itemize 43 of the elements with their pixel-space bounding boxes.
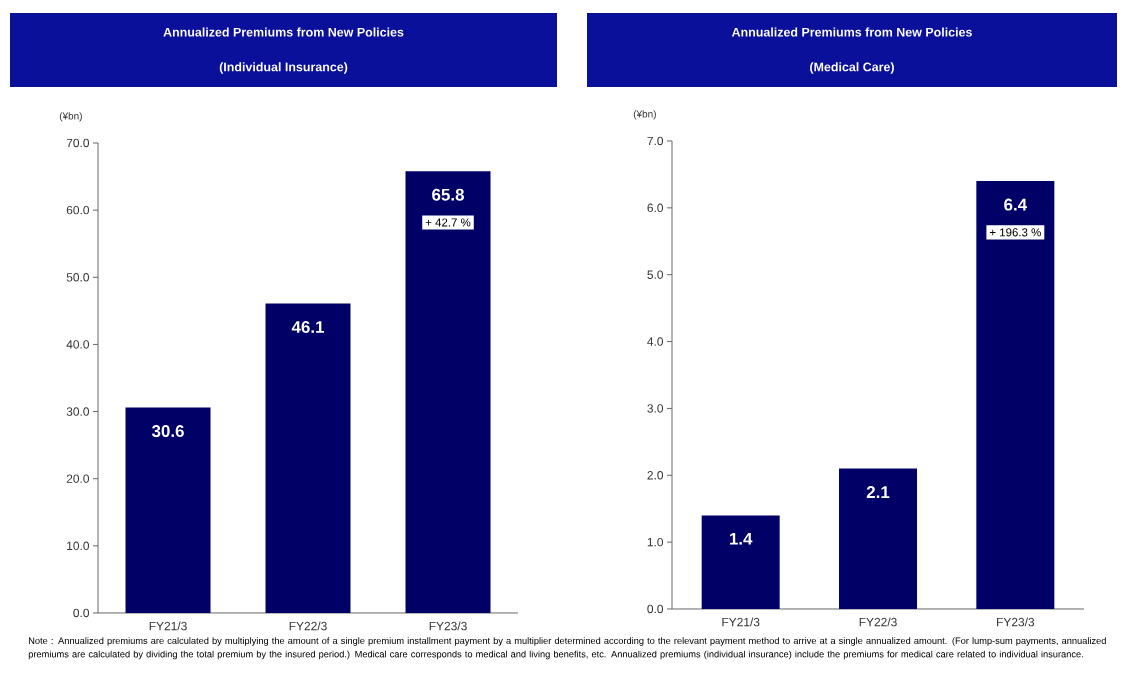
data-label: 46.1 (291, 320, 325, 333)
bar (701, 515, 780, 609)
y-tick-label: 40.0 (66, 340, 90, 349)
y-axis-title: (¥bn) (633, 110, 656, 120)
y-tick-label: 50.0 (66, 273, 90, 282)
data-label: 65.8 (432, 188, 464, 201)
x-tick-label: FY21/3 (149, 621, 187, 631)
y-tick-label: 0.0 (73, 608, 90, 618)
y-tick-label: 7.0 (647, 136, 664, 146)
annotation: + 196.3 % (989, 228, 1041, 237)
x-tick-label: FY22/3 (859, 617, 897, 627)
y-tick-label: 70.0 (66, 138, 90, 148)
y-tick-label: 60.0 (66, 205, 90, 215)
text: Note : Annualized premiums are calculated by multiplying the amount of a single premium installment payment by a multiplier determined according to the relevant payment method to arrive at a single annualized amount. (For lump-sum payments, annualized premiums are calculated by dividing the total premium by the insured period.) Medical care corresponds to medical and living benefits, etc. Annualized premiums (individual insurance) include the premiums for medical care related to individual insurance. (28, 637, 1106, 660)
y-tick-label: 20.0 (66, 474, 90, 483)
data-label: 2.1 (866, 486, 890, 498)
y-tick-label: 1.0 (647, 537, 664, 547)
y-tick-label: 30.0 (66, 407, 90, 416)
y-tick-label: 6.0 (647, 203, 664, 213)
chart-subtitle: (Individual Insurance) (219, 62, 348, 74)
bar (839, 468, 918, 609)
chart-title: Annualized Premiums from New Policies (163, 27, 404, 37)
y-tick-label: 2.0 (647, 471, 664, 480)
y-tick-label: 5.0 (647, 270, 664, 279)
data-label: 6.4 (1004, 198, 1028, 211)
y-tick-label: 0.0 (647, 604, 664, 614)
y-axis-title: (¥bn) (59, 112, 82, 122)
chart-subtitle: (Medical Care) (810, 62, 894, 74)
bar (265, 303, 351, 613)
x-tick-label: FY23/3 (997, 617, 1035, 627)
data-label: 30.6 (151, 425, 184, 438)
x-tick-label: FY22/3 (289, 621, 327, 631)
y-tick-label: 4.0 (647, 337, 664, 346)
y-tick-label: 10.0 (67, 541, 90, 551)
x-tick-label: FY23/3 (429, 621, 467, 631)
chart-title: Annualized Premiums from New Policies (731, 27, 972, 37)
bar (405, 171, 491, 613)
annotation: + 42.7 % (425, 218, 471, 227)
data-label: 1.4 (729, 532, 753, 545)
bar (125, 407, 211, 613)
y-tick-label: 3.0 (647, 404, 664, 413)
bar (976, 181, 1055, 609)
x-tick-label: FY21/3 (722, 617, 760, 627)
